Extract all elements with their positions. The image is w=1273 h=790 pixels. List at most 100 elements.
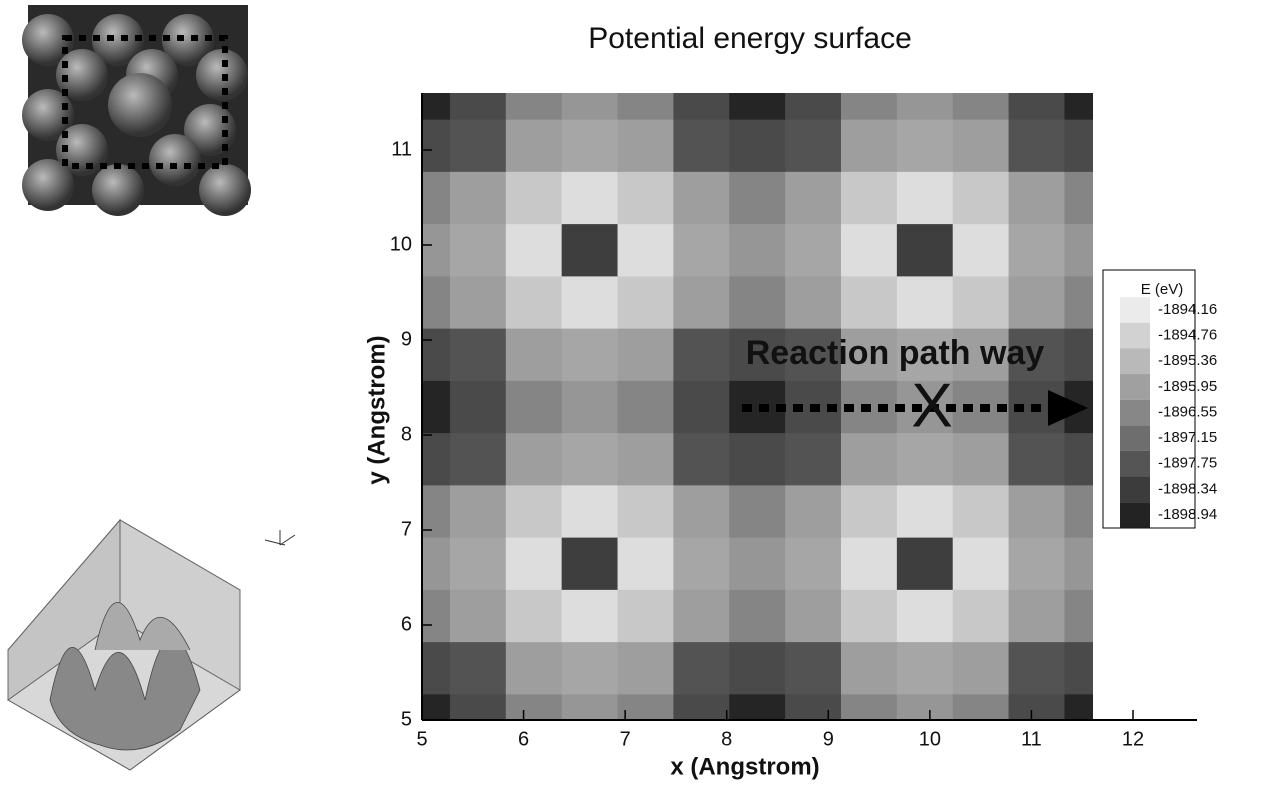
contour-cell bbox=[561, 641, 619, 695]
contour-cell bbox=[729, 275, 786, 329]
contour-cell bbox=[673, 328, 730, 381]
path-arrowhead bbox=[1048, 390, 1088, 426]
contour-cell bbox=[449, 693, 507, 720]
contour-cell bbox=[952, 589, 1010, 643]
contour-cell bbox=[617, 693, 674, 720]
contour-cell bbox=[1008, 589, 1065, 643]
contour-cell bbox=[729, 223, 786, 277]
contour-cell bbox=[561, 119, 619, 172]
contour-cell bbox=[1064, 537, 1093, 590]
contour-cell bbox=[673, 119, 730, 172]
contour-cell bbox=[617, 641, 674, 695]
contour-cell bbox=[785, 223, 842, 277]
legend-title: E (eV) bbox=[1141, 281, 1184, 298]
contour-cell bbox=[617, 223, 674, 277]
contour-cell bbox=[840, 537, 898, 590]
contour-cell bbox=[896, 641, 954, 695]
contour-cell bbox=[1064, 171, 1093, 225]
contour-cell bbox=[896, 328, 954, 381]
contour-cell bbox=[840, 432, 898, 486]
contour-cell bbox=[1064, 93, 1093, 120]
contour-cell bbox=[422, 432, 451, 486]
contour-cell bbox=[840, 589, 898, 643]
contour-cell bbox=[1064, 223, 1093, 277]
y-tick-label: 7 bbox=[401, 518, 412, 540]
contour-cell bbox=[422, 171, 451, 225]
contour-cell bbox=[561, 93, 619, 120]
x-tick-label: 12 bbox=[1122, 728, 1144, 750]
contour-cell bbox=[449, 589, 507, 643]
y-tick-label: 10 bbox=[390, 233, 412, 255]
contour-cell bbox=[1008, 432, 1065, 486]
contour-cell bbox=[840, 484, 898, 538]
contour-cell bbox=[952, 432, 1010, 486]
contour-cell bbox=[617, 432, 674, 486]
contour-cell bbox=[561, 275, 619, 329]
contour-cell bbox=[561, 171, 619, 225]
contour-cell bbox=[1008, 484, 1065, 538]
contour-cell bbox=[505, 484, 563, 538]
contour-cell bbox=[896, 119, 954, 172]
contour-cell bbox=[785, 93, 842, 120]
contour-cell bbox=[785, 693, 842, 720]
contour-cell bbox=[617, 380, 674, 434]
legend-label: -1896.55 bbox=[1158, 403, 1217, 420]
surface-3d-inset bbox=[7, 518, 296, 771]
contour-cell bbox=[505, 432, 563, 486]
contour-cell bbox=[673, 589, 730, 643]
contour-cell bbox=[422, 693, 451, 720]
contour-cell bbox=[1008, 171, 1065, 225]
contour-cell bbox=[422, 328, 451, 381]
annotation: Reaction path way bbox=[746, 334, 1045, 372]
contour-cell bbox=[840, 93, 898, 120]
x-tick-label: 11 bbox=[1021, 728, 1042, 750]
contour-cell bbox=[1064, 432, 1093, 486]
contour-cell bbox=[505, 119, 563, 172]
legend-label: -1894.16 bbox=[1158, 301, 1217, 318]
x-axis-label: x (Angstrom) bbox=[670, 753, 819, 780]
contour-cell bbox=[896, 589, 954, 643]
contour-cell bbox=[840, 119, 898, 172]
contour-cell bbox=[505, 171, 563, 225]
contour-cell bbox=[673, 432, 730, 486]
contour-cell bbox=[1064, 693, 1093, 720]
contour-cell bbox=[1064, 589, 1093, 643]
contour-cell bbox=[1008, 693, 1065, 720]
contour-cell bbox=[840, 275, 898, 329]
contour-cell bbox=[952, 484, 1010, 538]
contour-cell bbox=[617, 93, 674, 120]
contour-cell bbox=[729, 328, 786, 381]
contour-cell bbox=[505, 275, 563, 329]
x-tick-label: 9 bbox=[823, 728, 834, 750]
contour-cell bbox=[617, 484, 674, 538]
contour-cell bbox=[422, 275, 451, 329]
contour-cell bbox=[1008, 537, 1065, 590]
contour-cell bbox=[617, 171, 674, 225]
contour-cell bbox=[673, 537, 730, 590]
contour-cell bbox=[896, 380, 954, 434]
contour-cell bbox=[422, 93, 451, 120]
contour-cell bbox=[505, 223, 563, 277]
contour-cell bbox=[449, 537, 507, 590]
contour-cell bbox=[952, 641, 1010, 695]
contour-cell bbox=[449, 432, 507, 486]
legend-swatch bbox=[1120, 450, 1150, 477]
contour-cell bbox=[1064, 119, 1093, 172]
legend-label: -1894.76 bbox=[1158, 327, 1217, 344]
legend-swatch bbox=[1120, 322, 1150, 349]
contour-cell bbox=[729, 537, 786, 590]
contour-cell bbox=[422, 484, 451, 538]
contour-cell bbox=[952, 328, 1010, 381]
contour-cell bbox=[1008, 275, 1065, 329]
contour-cell bbox=[422, 119, 451, 172]
contour-cell bbox=[1008, 328, 1065, 381]
contour-cell bbox=[1064, 641, 1093, 695]
contour-cell bbox=[729, 432, 786, 486]
contour-cell bbox=[673, 484, 730, 538]
y-tick-label: 5 bbox=[401, 708, 412, 730]
contour-cell bbox=[617, 328, 674, 381]
contour-cell bbox=[1064, 328, 1093, 381]
legend-swatch bbox=[1120, 297, 1150, 323]
contour-cell bbox=[449, 641, 507, 695]
